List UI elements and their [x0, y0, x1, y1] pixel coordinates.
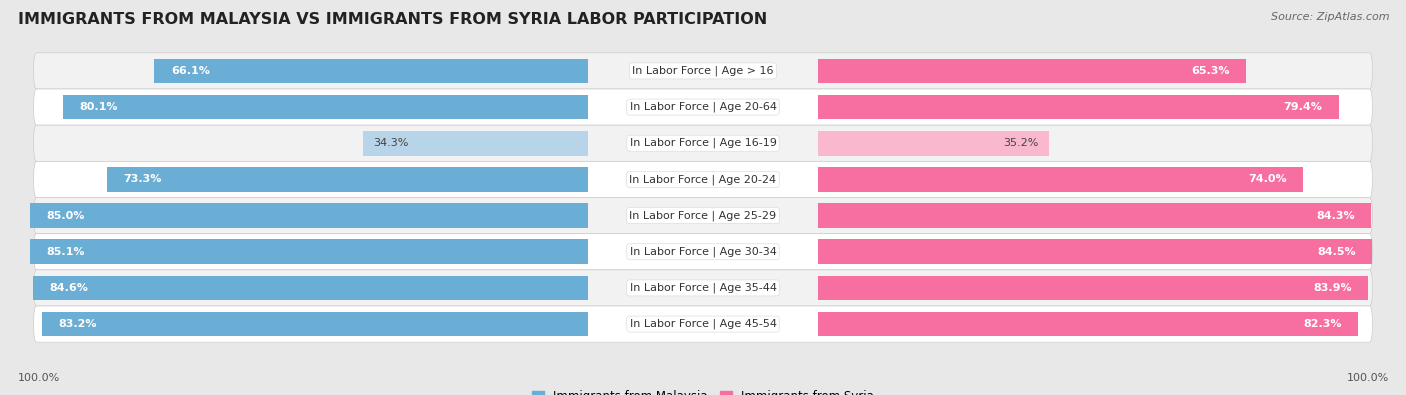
Text: 83.2%: 83.2% [59, 319, 97, 329]
Text: 79.4%: 79.4% [1284, 102, 1323, 112]
Text: 35.2%: 35.2% [1004, 138, 1039, 148]
Bar [31, 203, 588, 228]
Legend: Immigrants from Malaysia, Immigrants from Syria: Immigrants from Malaysia, Immigrants fro… [527, 385, 879, 395]
FancyBboxPatch shape [34, 125, 1372, 161]
Text: 65.3%: 65.3% [1191, 66, 1230, 76]
Bar [818, 312, 1358, 337]
Text: 84.3%: 84.3% [1316, 211, 1354, 220]
Text: 82.3%: 82.3% [1303, 319, 1341, 329]
Text: 84.6%: 84.6% [49, 283, 89, 293]
Bar [818, 58, 1246, 83]
Text: Source: ZipAtlas.com: Source: ZipAtlas.com [1271, 12, 1389, 22]
Text: 84.5%: 84.5% [1317, 247, 1355, 257]
Text: 80.1%: 80.1% [79, 102, 118, 112]
Bar [818, 167, 1303, 192]
Bar [30, 239, 588, 264]
Text: 100.0%: 100.0% [1347, 373, 1389, 383]
Text: In Labor Force | Age 35-44: In Labor Force | Age 35-44 [630, 283, 776, 293]
Text: In Labor Force | Age 20-24: In Labor Force | Age 20-24 [630, 174, 776, 185]
Text: In Labor Force | Age 30-34: In Labor Force | Age 30-34 [630, 246, 776, 257]
Text: 66.1%: 66.1% [172, 66, 209, 76]
Bar [42, 312, 588, 337]
Bar [63, 95, 588, 119]
Bar [363, 131, 588, 156]
FancyBboxPatch shape [34, 198, 1372, 234]
FancyBboxPatch shape [34, 234, 1372, 270]
Text: In Labor Force | Age 20-64: In Labor Force | Age 20-64 [630, 102, 776, 112]
Text: In Labor Force | Age 25-29: In Labor Force | Age 25-29 [630, 210, 776, 221]
Text: In Labor Force | Age 45-54: In Labor Force | Age 45-54 [630, 319, 776, 329]
FancyBboxPatch shape [34, 270, 1372, 306]
Bar [818, 131, 1049, 156]
Text: 83.9%: 83.9% [1313, 283, 1353, 293]
Bar [155, 58, 588, 83]
FancyBboxPatch shape [34, 306, 1372, 342]
Text: 74.0%: 74.0% [1249, 175, 1286, 184]
FancyBboxPatch shape [34, 89, 1372, 125]
Text: In Labor Force | Age > 16: In Labor Force | Age > 16 [633, 66, 773, 76]
Text: 73.3%: 73.3% [124, 175, 162, 184]
Text: IMMIGRANTS FROM MALAYSIA VS IMMIGRANTS FROM SYRIA LABOR PARTICIPATION: IMMIGRANTS FROM MALAYSIA VS IMMIGRANTS F… [18, 12, 768, 27]
Bar [34, 276, 588, 300]
Bar [818, 203, 1371, 228]
Text: In Labor Force | Age 16-19: In Labor Force | Age 16-19 [630, 138, 776, 149]
FancyBboxPatch shape [34, 161, 1372, 198]
Bar [818, 276, 1368, 300]
Text: 34.3%: 34.3% [373, 138, 408, 148]
FancyBboxPatch shape [34, 53, 1372, 89]
Text: 100.0%: 100.0% [18, 373, 60, 383]
Bar [107, 167, 588, 192]
Text: 85.1%: 85.1% [46, 247, 84, 257]
Bar [818, 95, 1339, 119]
Text: 85.0%: 85.0% [46, 211, 86, 220]
Bar [818, 239, 1372, 264]
